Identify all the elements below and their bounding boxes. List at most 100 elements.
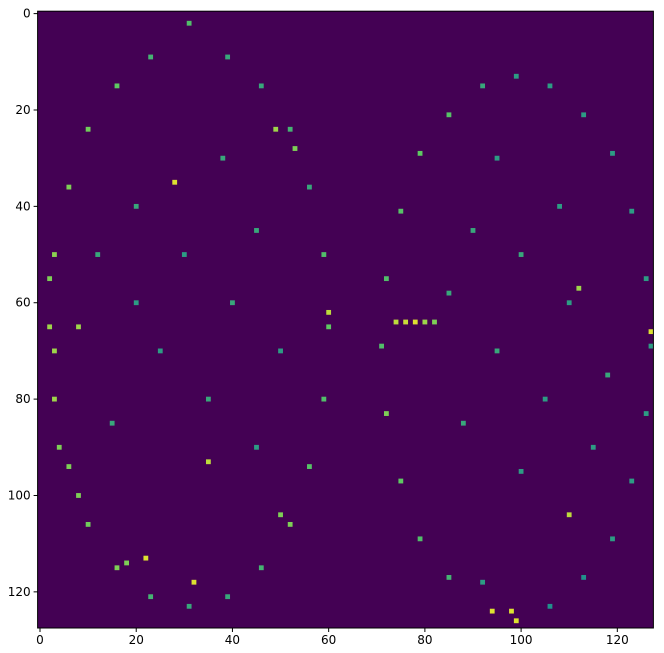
- heatmap-cell: [148, 54, 154, 60]
- heatmap-cell: [398, 208, 404, 214]
- heatmap-cell: [417, 536, 423, 542]
- heatmap-cell: [610, 150, 615, 156]
- heatmap-cell: [186, 20, 192, 26]
- heatmap-cell: [114, 83, 120, 89]
- heatmap-cell: [220, 155, 226, 161]
- y-tick-label: 120: [8, 585, 31, 599]
- heatmap-cell: [446, 112, 452, 118]
- heatmap-cell: [513, 73, 519, 79]
- heatmap-cell: [85, 126, 91, 132]
- heatmap-cell: [470, 228, 476, 233]
- heatmap-cell: [52, 396, 57, 402]
- heatmap-cell: [230, 300, 235, 306]
- heatmap-cell: [95, 252, 101, 257]
- heatmap-cell: [133, 300, 139, 306]
- heatmap-cell: [557, 203, 562, 209]
- heatmap-cell: [114, 565, 120, 571]
- heatmap-cell: [480, 579, 486, 585]
- heatmap-cell: [66, 184, 72, 190]
- heatmap-cell: [547, 603, 553, 609]
- heatmap-cell: [287, 126, 293, 132]
- heatmap-cell: [157, 348, 163, 354]
- heatmap-cell: [205, 396, 211, 402]
- heatmap-cell: [254, 228, 259, 233]
- heatmap-cell: [379, 343, 384, 349]
- heatmap-cell: [66, 464, 72, 469]
- heatmap-cell: [109, 420, 115, 426]
- heatmap-cell: [460, 420, 466, 426]
- heatmap-cell: [383, 411, 389, 416]
- heatmap-cell: [278, 512, 283, 518]
- heatmap-cell: [258, 565, 264, 571]
- heatmap-cell: [393, 319, 399, 325]
- heatmap-cell: [205, 459, 211, 465]
- heatmap-cell: [542, 396, 548, 402]
- heatmap-cell: [56, 444, 62, 450]
- heatmap-cell: [566, 300, 572, 306]
- y-tick-label: 80: [15, 392, 30, 406]
- heatmap-cell: [321, 252, 327, 257]
- y-tick-label: 0: [23, 7, 31, 21]
- heatmap-cell: [124, 560, 130, 566]
- x-tick-label: 100: [510, 633, 533, 647]
- heatmap-cell: [480, 83, 486, 89]
- heatmap-cell: [494, 155, 500, 161]
- heatmap-cell: [494, 348, 500, 354]
- heatmap-cell: [191, 579, 197, 585]
- heatmap-cell: [287, 521, 293, 527]
- heatmap-cell: [509, 608, 514, 614]
- heatmap-background: [37, 11, 654, 628]
- x-tick-label: 40: [225, 633, 240, 647]
- heatmap-cell: [398, 478, 404, 484]
- heatmap-cell: [513, 618, 519, 624]
- heatmap-cell: [446, 574, 452, 580]
- heatmap-cell: [576, 285, 582, 291]
- heatmap-cell: [47, 276, 53, 282]
- heatmap-cell: [629, 208, 635, 214]
- heatmap-cell: [143, 555, 149, 561]
- heatmap-cell: [225, 594, 231, 600]
- heatmap-cell: [648, 343, 654, 349]
- heatmap-cell: [76, 493, 81, 498]
- heatmap-cell: [326, 309, 332, 315]
- heatmap-cell: [273, 126, 279, 132]
- heatmap-cell: [581, 112, 587, 118]
- heatmap-cell: [605, 372, 611, 378]
- x-tick-label: 80: [417, 633, 432, 647]
- x-tick-label: 20: [129, 633, 144, 647]
- heatmap-cell: [47, 324, 53, 330]
- heatmap-cell: [326, 324, 332, 330]
- heatmap-cell: [278, 348, 283, 354]
- heatmap-cell: [186, 603, 192, 609]
- heatmap-cell: [321, 396, 327, 402]
- heatmap-cell: [172, 179, 178, 185]
- heatmap-cell: [446, 290, 452, 296]
- heatmap-cell: [181, 252, 187, 257]
- heatmap-cell: [383, 276, 389, 282]
- heatmap-cell: [258, 83, 264, 89]
- heatmap-cell: [518, 252, 524, 257]
- heatmap-cell: [133, 203, 139, 209]
- heatmap-cell: [85, 521, 91, 527]
- y-tick-label: 100: [8, 488, 31, 502]
- heatmap-cell: [307, 184, 312, 190]
- heatmap-cell: [148, 594, 154, 600]
- heatmap-cell: [52, 252, 57, 257]
- heatmap-cell: [489, 608, 495, 614]
- heatmap-cell: [422, 319, 428, 325]
- heatmap-cell: [566, 512, 572, 518]
- heatmap-cell: [432, 319, 437, 325]
- heatmap-cell: [292, 146, 298, 151]
- heatmap-cell: [76, 324, 81, 330]
- y-tick-label: 20: [15, 103, 30, 117]
- heatmap-cell: [417, 150, 423, 156]
- heatmap-cell: [590, 444, 596, 450]
- y-tick-label: 60: [15, 296, 30, 310]
- heatmap-cell: [610, 536, 615, 542]
- heatmap-cell: [52, 348, 57, 354]
- heatmap-cell: [643, 411, 649, 416]
- heatmap-cell: [629, 478, 635, 484]
- heatmap-cell: [648, 329, 654, 335]
- y-tick-label: 40: [15, 199, 30, 213]
